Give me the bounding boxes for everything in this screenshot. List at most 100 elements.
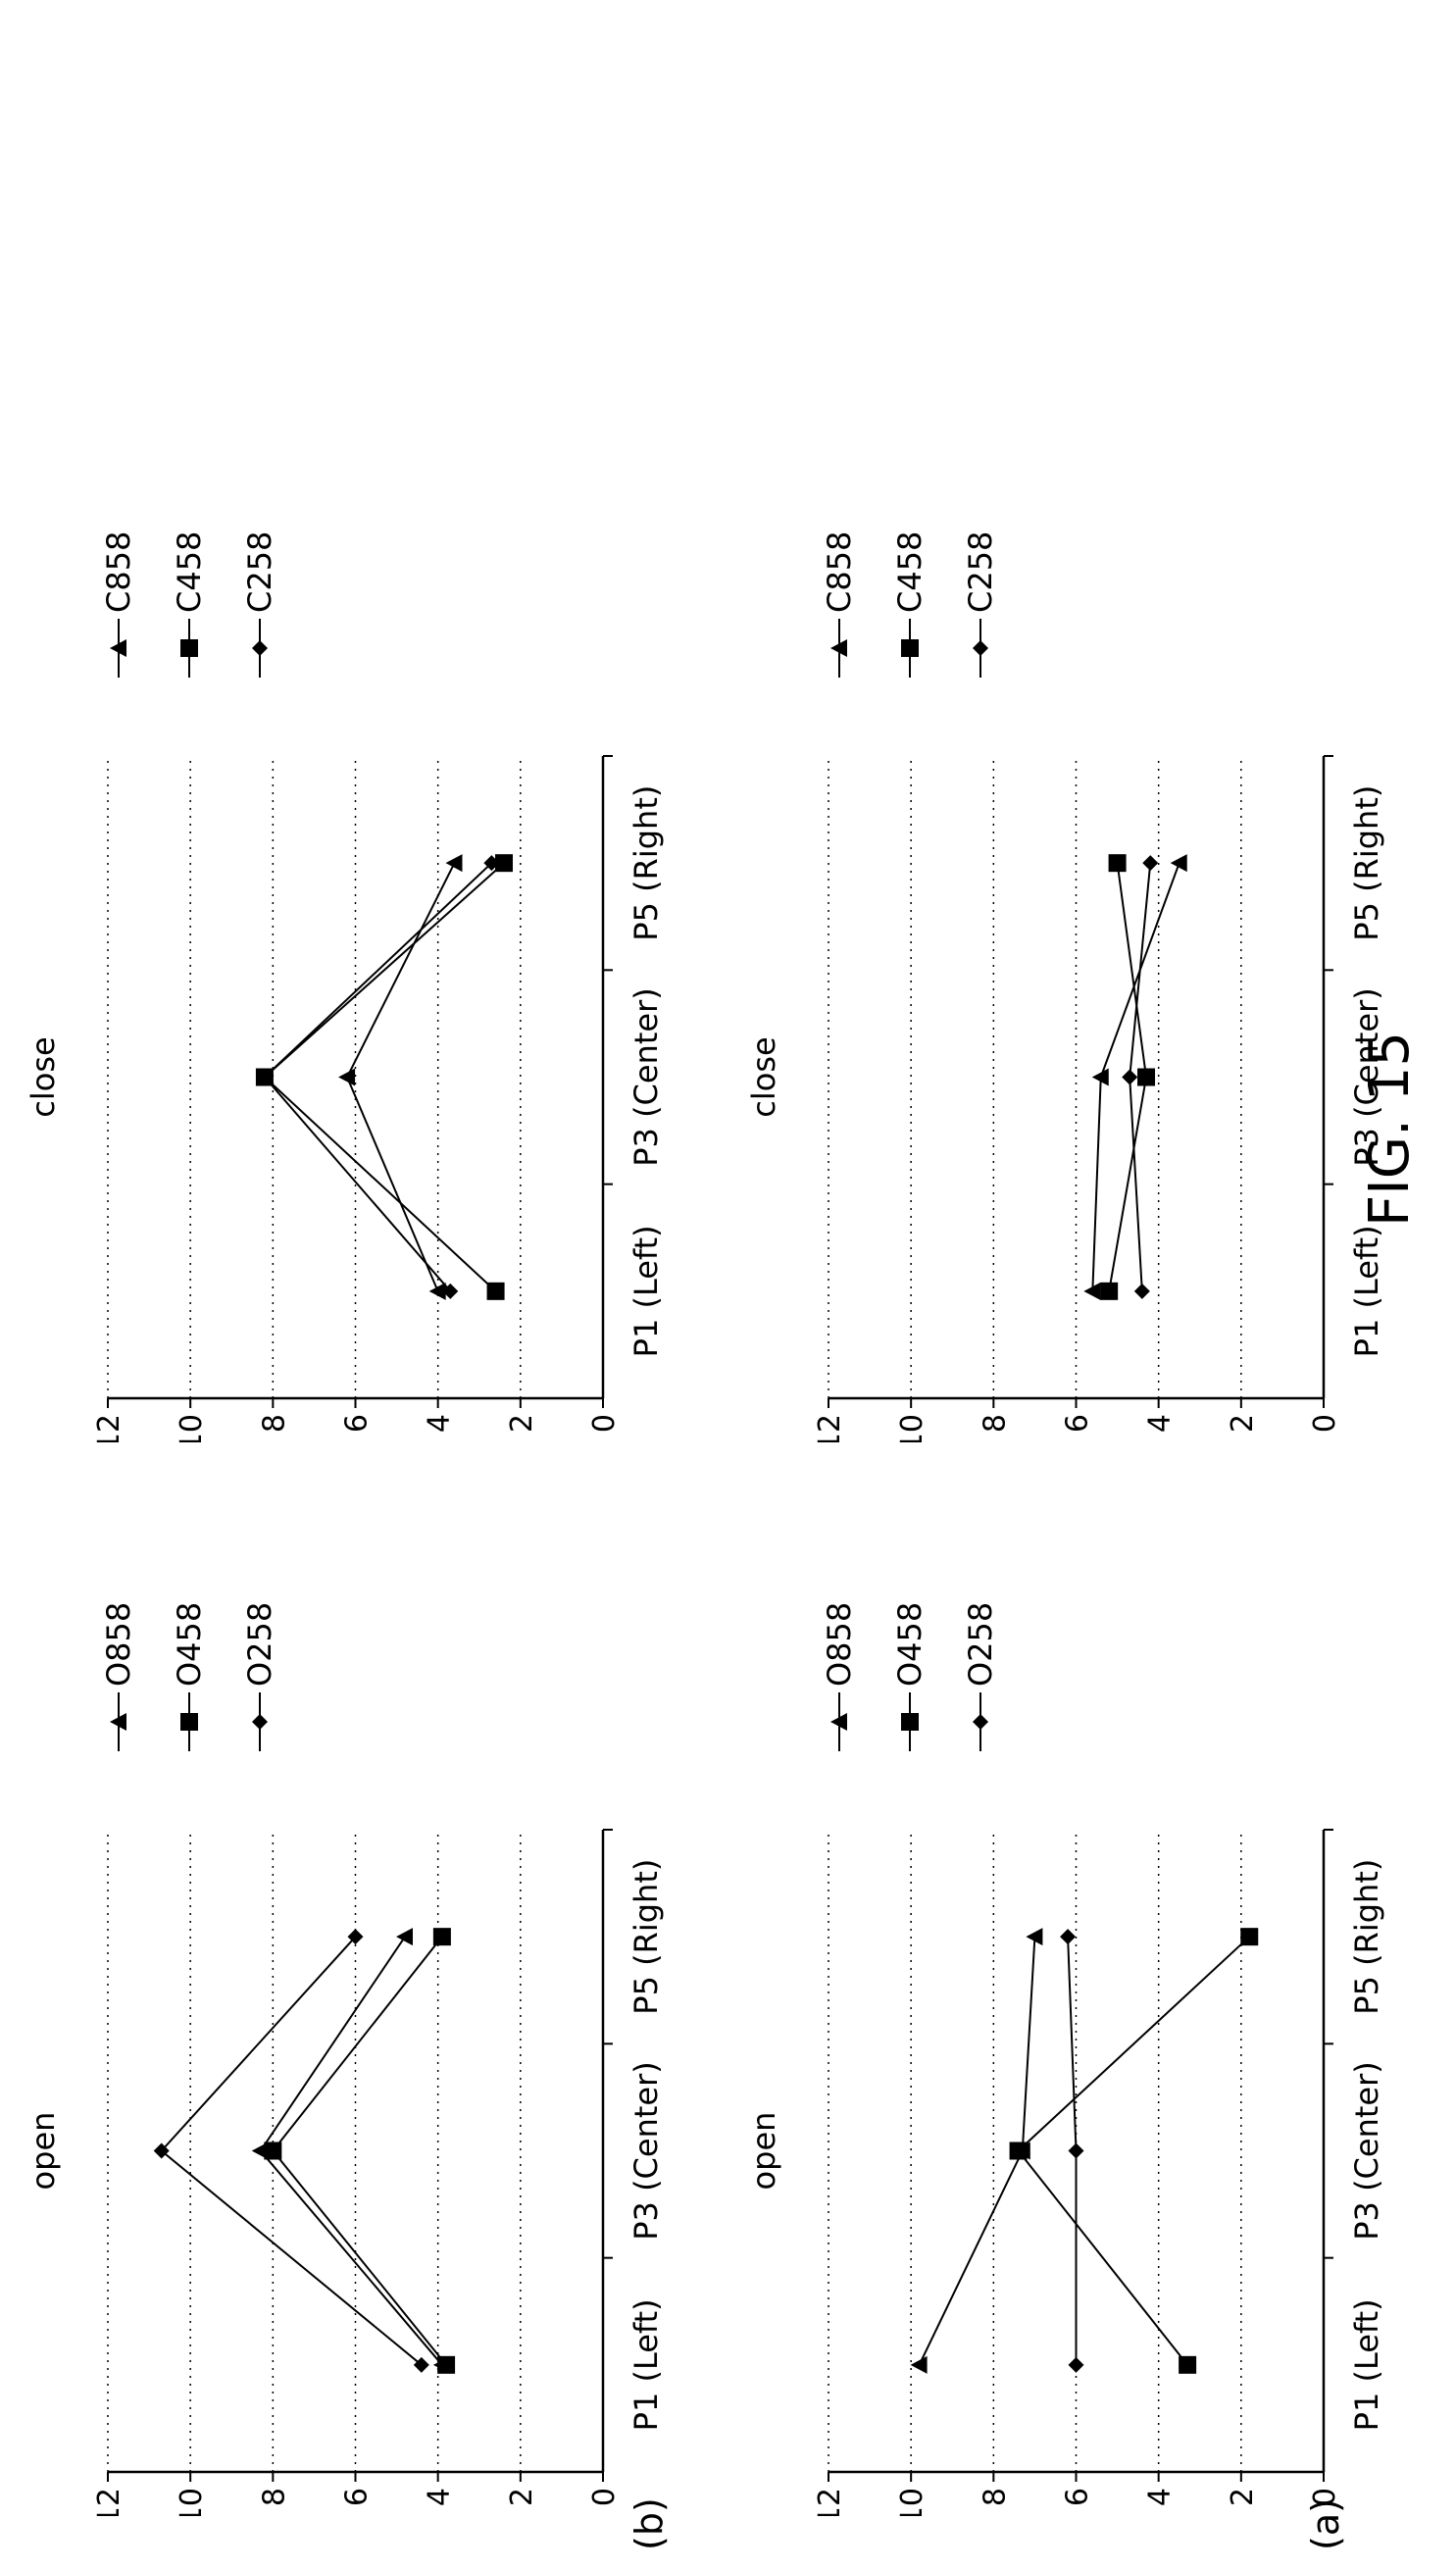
x-category-label: P5 (Right) — [628, 785, 665, 941]
series-C258 — [256, 855, 500, 1299]
y-tick-label: 10 — [175, 2488, 209, 2516]
y-tick-label: 2 — [505, 2488, 539, 2506]
series-C858 — [338, 854, 463, 1300]
data-point — [1060, 1929, 1077, 1945]
chart-panel-a-close: 0 2 4 6 8 10 12 P1 (Left) P3 (Center) P5 (Right) c… — [745, 531, 1385, 1442]
series-O258 — [153, 1929, 429, 2373]
legend-marker — [110, 639, 126, 657]
y-tick-label: 10 — [175, 1414, 209, 1442]
x-category-label: P1 (Left) — [628, 2298, 665, 2431]
legend-label: C258 — [241, 531, 278, 613]
series-line — [1017, 1936, 1250, 2366]
y-tick-label: 0 — [1308, 1414, 1342, 1433]
y-tick-label: 2 — [505, 1414, 539, 1433]
legend-label: C458 — [171, 531, 208, 613]
legend-label: O258 — [962, 1602, 999, 1687]
x-category-label: P5 (Right) — [628, 1859, 665, 2015]
y-tick-label: 0 — [587, 2488, 622, 2506]
y-tick-label: 2 — [1226, 2488, 1260, 2506]
series-O858 — [910, 1928, 1043, 2374]
legend-label: C858 — [821, 531, 858, 613]
data-point — [1240, 1928, 1259, 1946]
data-point — [255, 1068, 274, 1086]
legend-item: O458 — [891, 1602, 929, 1751]
data-point — [1142, 855, 1159, 872]
series-O258 — [1060, 1929, 1084, 2373]
data-point — [153, 2142, 170, 2159]
series-line — [259, 1936, 443, 2366]
x-category-label: P3 (Center) — [628, 2061, 665, 2241]
y-tick-label: 4 — [423, 2488, 457, 2506]
x-category-label: P1 (Left) — [628, 1225, 665, 1357]
data-point — [1026, 1928, 1043, 1946]
data-point — [338, 1068, 356, 1086]
y-tick-label: 4 — [1143, 2488, 1178, 2506]
y-tick-label: 6 — [1061, 1414, 1095, 1433]
y-tick-label: 8 — [257, 2488, 291, 2506]
data-point — [1170, 854, 1187, 873]
data-point — [251, 2142, 269, 2160]
legend-item: C258 — [241, 531, 278, 678]
x-category-label: P1 (Left) — [1348, 1225, 1385, 1357]
legend-item: C458 — [891, 531, 929, 678]
data-point — [1013, 2142, 1030, 2160]
legend-item: C258 — [962, 531, 999, 678]
legend-marker — [110, 1713, 126, 1731]
legend-marker — [252, 640, 268, 656]
legend-marker — [973, 640, 988, 656]
data-point — [428, 1282, 446, 1300]
figure-label: FIG. 15 — [1358, 1032, 1422, 1227]
legend-label: O458 — [171, 1602, 208, 1687]
legend-marker — [901, 1713, 919, 1731]
series-line — [263, 862, 493, 1292]
y-tick-label: 12 — [92, 1414, 126, 1442]
data-point — [910, 2355, 928, 2374]
y-tick-label: 6 — [340, 1414, 375, 1433]
legend-label: O858 — [821, 1602, 858, 1687]
legend-marker — [830, 639, 847, 657]
y-tick-label: 12 — [92, 2488, 126, 2516]
legend-item: O858 — [100, 1602, 137, 1751]
legend-marker — [180, 1713, 198, 1731]
series-O458 — [1009, 1928, 1259, 2374]
legend-label: O458 — [891, 1602, 929, 1687]
y-tick-label: 8 — [257, 1414, 291, 1433]
data-point — [1091, 1068, 1109, 1086]
legend-item: C458 — [171, 531, 208, 678]
data-point — [1100, 1282, 1119, 1300]
legend-label: O858 — [100, 1602, 137, 1687]
data-point — [1122, 1069, 1138, 1085]
y-tick-label: 6 — [1061, 2488, 1095, 2506]
data-point — [1133, 1283, 1150, 1299]
x-category-label: P3 (Center) — [1348, 987, 1385, 1167]
data-point — [264, 2142, 282, 2160]
series-O458 — [264, 1928, 456, 2374]
chart-panel-a-open: 0 2 4 6 8 10 12 P1 (Left) P3 (Center) P5 (Right) o… — [745, 1602, 1385, 2516]
legend-item: C858 — [100, 531, 137, 678]
legend-label: C258 — [962, 531, 999, 613]
data-point — [1108, 854, 1127, 873]
y-tick-label: 6 — [340, 2488, 375, 2506]
data-point — [1083, 1282, 1101, 1300]
x-category-label: P3 (Center) — [1348, 2061, 1385, 2241]
series-O858 — [251, 1928, 450, 2374]
y-tick-label: 4 — [1143, 1414, 1178, 1433]
data-point — [1179, 2355, 1197, 2374]
data-point — [495, 854, 513, 873]
series-C458 — [255, 854, 513, 1300]
legend-item: O858 — [821, 1602, 858, 1751]
y-tick-label: 10 — [895, 1414, 929, 1442]
data-point — [396, 1928, 413, 1946]
x-category-label: P5 (Right) — [1348, 1859, 1385, 2015]
legend-item: C858 — [821, 531, 858, 678]
y-tick-label: 0 — [1308, 2488, 1342, 2506]
data-point — [1068, 2142, 1084, 2159]
data-point — [432, 2355, 450, 2374]
legend-label: O258 — [241, 1602, 278, 1687]
legend-item: O258 — [962, 1602, 999, 1751]
x-category-label: P3 (Center) — [628, 987, 665, 1167]
legend-marker — [830, 1713, 847, 1731]
series-line — [263, 862, 505, 1292]
legend-item: O258 — [241, 1602, 278, 1751]
